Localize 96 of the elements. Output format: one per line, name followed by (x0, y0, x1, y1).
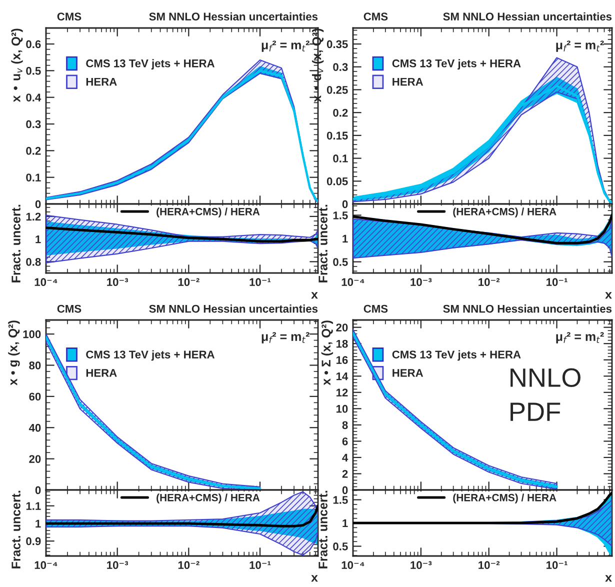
y-tick-label: 0.6 (26, 40, 41, 48)
x-tick-label: 10⁻³ (107, 278, 128, 286)
y-tick-label: 0 (35, 200, 41, 208)
y-tick-label: 1 (342, 234, 348, 243)
x-axis-title: x (605, 575, 612, 582)
y-tick-label: 0.2 (26, 146, 41, 155)
chart-subtitle: SM NNLO Hessian uncertainties (443, 12, 612, 21)
legend-label: CMS 13 TeV jets + HERA (392, 59, 521, 70)
y-tick-label: 16 (336, 356, 348, 364)
y-tick-label: 0.3 (26, 120, 41, 128)
legend-label: CMS 13 TeV jets + HERA (392, 350, 521, 361)
legend-label: CMS 13 TeV jets + HERA (86, 350, 215, 361)
y-axis-title: Fract. uncert. (318, 204, 328, 282)
y-tick-label: 0 (35, 486, 41, 494)
y-tick-label: 0.2 (333, 108, 348, 117)
y-tick-label: 2 (342, 470, 348, 478)
y-tick-label: 40 (28, 424, 41, 432)
y-tick-label: 8 (342, 421, 348, 430)
chart-title: CMS (57, 304, 82, 313)
y-tick-label: 20 (336, 324, 348, 332)
chart-subtitle: SM NNLO Hessian uncertainties (149, 12, 318, 21)
y-tick-label: 0.5 (333, 542, 348, 550)
y-tick-label: 1 (36, 235, 41, 244)
legend-label: (HERA+CMS) / HERA (453, 494, 556, 504)
x-tick-label: 10⁻¹ (546, 561, 568, 570)
y-axis-title: Fract. uncert. (12, 204, 20, 282)
y-tick-label: 80 (29, 361, 41, 370)
y-tick-label: 0.5 (26, 66, 41, 75)
legend-label: HERA (86, 78, 117, 86)
legend-label: HERA (392, 78, 424, 86)
y-tick-label: 6 (342, 437, 348, 446)
y-tick-label: 0.1 (333, 154, 348, 162)
chart-subtitle: SM NNLO Hessian uncertainties (443, 304, 612, 313)
y-tick-label: 0.5 (333, 258, 348, 266)
y-axis-title: x • u$_{v}$ (x, Q²) (11, 28, 23, 102)
x-tick-label: 10⁻² (178, 561, 200, 570)
y-tick-label: 10 (336, 404, 348, 413)
chart-title: CMS (364, 12, 388, 21)
x-tick-label: 10⁻⁴ (34, 278, 58, 286)
annotation: μ$_{f}$² = m$_{t}$² (262, 40, 310, 52)
annotation: μ$_{f}$² = m$_{t}$² (262, 332, 310, 344)
legend-label: (HERA+CMS) / HERA (156, 208, 260, 218)
x-axis-title: x (311, 292, 318, 299)
y-tick-label: 0 (342, 486, 348, 494)
x-tick-label: 10⁻² (478, 561, 500, 570)
legend-label: (HERA+CMS) / HERA (156, 494, 260, 504)
chart-title: CMS (364, 304, 388, 313)
x-tick-label: 10⁻⁴ (34, 561, 58, 570)
x-tick-label: 10⁻³ (410, 278, 432, 286)
x-tick-label: 10⁻⁴ (342, 561, 364, 570)
x-axis-title: x (311, 575, 318, 582)
y-tick-label: 0.15 (326, 132, 348, 140)
annotation: NNLO PDF (510, 368, 580, 421)
y-tick-label: 0.4 (26, 94, 42, 102)
x-tick-label: 10⁻³ (410, 561, 432, 570)
chart-subtitle: SM NNLO Hessian uncertainties (149, 304, 318, 313)
legend-label: (HERA+CMS) / HERA (453, 208, 556, 218)
y-tick-label: 4 (342, 454, 348, 462)
y-tick-label: 0 (342, 200, 348, 208)
y-axis-title: Fract. uncert. (318, 490, 328, 568)
y-tick-label: 0.8 (26, 258, 41, 266)
y-tick-label: 18 (336, 340, 348, 348)
x-tick-label: 10⁻⁴ (342, 278, 364, 286)
y-tick-label: 14 (336, 372, 348, 380)
x-tick-label: 10⁻³ (107, 561, 128, 570)
y-tick-label: 0.25 (326, 86, 348, 94)
y-tick-label: 0.05 (326, 177, 348, 186)
y-tick-label: 0.9 (26, 537, 41, 546)
y-tick-label: 0.3 (333, 63, 348, 72)
y-tick-label: 1.2 (26, 212, 41, 220)
x-tick-label: 10⁻² (478, 278, 500, 286)
x-tick-label: 10⁻¹ (546, 278, 568, 286)
y-tick-label: 0.1 (26, 174, 41, 182)
legend-label: HERA (86, 369, 117, 377)
legend-label: HERA (392, 369, 424, 377)
y-axis-title: x • g (x, Q²) (8, 320, 20, 386)
y-axis-title: x • Σ (x, Q²) (321, 320, 334, 386)
x-tick-label: 10⁻¹ (250, 278, 271, 286)
x-tick-label: 10⁻² (178, 278, 200, 286)
chart-title: CMS (57, 12, 82, 21)
y-tick-label: 1.1 (26, 502, 41, 510)
y-tick-label: 0.35 (326, 40, 348, 48)
y-tick-label: 12 (336, 388, 348, 396)
x-tick-label: 10⁻¹ (250, 561, 271, 570)
y-axis-title: Fract. uncert. (12, 490, 20, 568)
annotation: μ$_{f}$² = m$_{t}$² (556, 40, 604, 52)
y-tick-label: 20 (29, 455, 41, 463)
y-tick-label: 1.5 (333, 496, 348, 504)
x-axis-title: x (605, 292, 612, 299)
y-tick-label: 1 (36, 520, 41, 528)
y-tick-label: 100 (23, 330, 41, 338)
legend-label: CMS 13 TeV jets + HERA (86, 59, 215, 70)
y-tick-label: 1.5 (333, 212, 348, 220)
y-tick-label: 60 (29, 392, 41, 401)
y-tick-label: 1 (342, 519, 348, 528)
annotation: μ$_{f}$² = m$_{t}$² (556, 332, 604, 344)
